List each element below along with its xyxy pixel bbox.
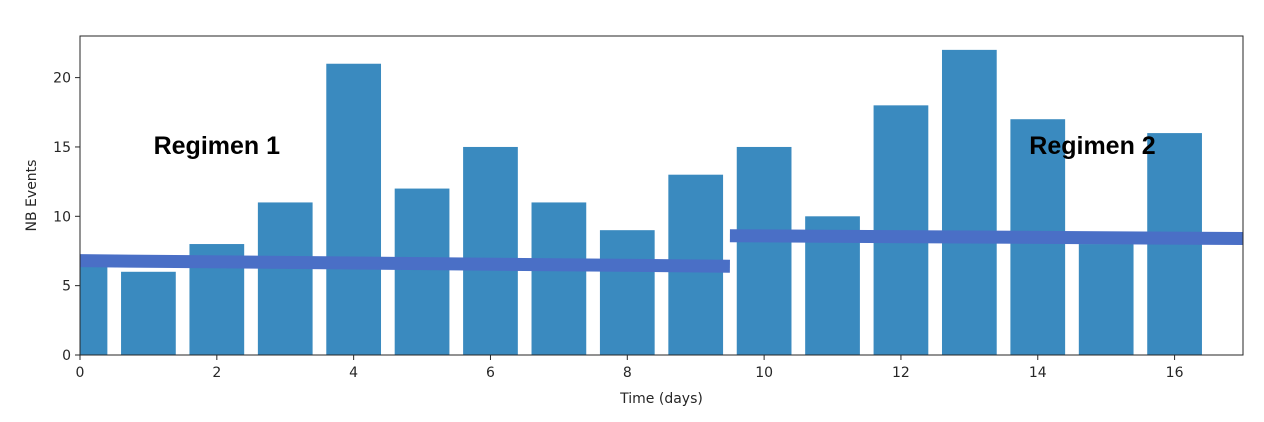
bar-0 [80, 257, 108, 355]
x-axis-ticks: 0 2 4 6 8 10 12 14 16 [76, 355, 1184, 381]
regimen-label-2: Regimen 2 [1029, 132, 1155, 160]
x-tick-label: 0 [76, 365, 85, 381]
bar-8 [599, 230, 655, 355]
x-tick-label: 2 [212, 365, 221, 381]
trend-line-1 [79, 254, 730, 273]
x-axis-title: Time (days) [619, 391, 703, 407]
x-tick-label: 10 [755, 365, 773, 381]
bar-3 [257, 202, 313, 355]
trend-line-2 [729, 229, 1244, 245]
y-tick-label: 20 [53, 71, 71, 87]
y-axis-title: NB Events [24, 160, 40, 232]
x-tick-label: 6 [486, 365, 495, 381]
bar-6 [463, 146, 518, 355]
y-tick-label: 0 [62, 348, 71, 364]
bar-4 [326, 63, 382, 355]
plot-frame [79, 35, 1244, 356]
trend-lines-group [79, 229, 1244, 273]
bars-group [80, 49, 1202, 355]
regimen-label-1: Regimen 1 [154, 132, 281, 160]
x-tick-label: 16 [1166, 365, 1184, 381]
x-tick-label: 4 [349, 365, 358, 381]
y-tick-label: 10 [53, 209, 71, 225]
bar-10 [736, 146, 792, 355]
bar-1 [121, 271, 176, 355]
bar-15 [1078, 244, 1134, 355]
bar-13 [941, 49, 997, 355]
y-tick-label: 5 [62, 279, 71, 295]
y-tick-label: 15 [53, 140, 71, 156]
bar-7 [531, 202, 587, 355]
bar-5 [394, 188, 450, 355]
y-axis-ticks: 0 5 10 15 20 [53, 71, 80, 364]
annotations-group: Regimen 1 Regimen 2 [154, 132, 1156, 160]
x-tick-label: 14 [1029, 365, 1047, 381]
x-tick-label: 12 [892, 365, 910, 381]
x-tick-label: 8 [623, 365, 632, 381]
